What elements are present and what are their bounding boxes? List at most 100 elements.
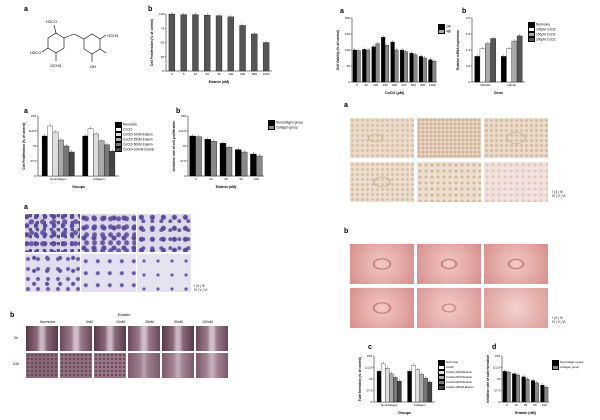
bar xyxy=(192,14,199,72)
bar xyxy=(63,145,70,177)
panel-label-inhibition: b xyxy=(176,108,181,115)
scratch-image xyxy=(162,326,194,351)
x-tick-label: 100 xyxy=(228,72,233,76)
panel-label-scratch: b xyxy=(10,312,15,319)
combo-chart: 0 37.5 75 112.5 150 Noncollagen Collagen Groups… xyxy=(22,114,119,189)
tube-image xyxy=(417,244,481,284)
bar xyxy=(239,25,246,72)
y-tick-label: 37.5 xyxy=(30,159,36,163)
y-tick-label: 1.9 xyxy=(466,32,471,36)
scratch-image xyxy=(128,326,160,351)
scratch-image xyxy=(60,353,92,378)
x-axis-label: Erianin (nM) xyxy=(515,411,537,415)
y-axis-label: Inhibition rate of cell proliferation xyxy=(172,121,176,172)
row-label: 24h xyxy=(13,362,19,366)
legend-item: CoCl2+25nM Erianin xyxy=(438,375,473,380)
bar xyxy=(515,374,521,403)
tube-image xyxy=(484,244,548,284)
y-tick-label: 1.3 xyxy=(466,48,471,52)
x-tick-label: 150 xyxy=(383,83,388,87)
transwell-image xyxy=(137,254,191,292)
y-tick-label: 0 xyxy=(348,80,350,84)
tube-c-chart: 0 37.5 75 112.5 150 Noncollagen CollagenGroups… xyxy=(358,354,435,415)
x-tick-label: 50 xyxy=(240,177,244,181)
transwell-image-grid xyxy=(25,214,191,292)
bar xyxy=(180,14,187,72)
panel-label-combo: a xyxy=(24,108,28,115)
tube-formation-grid-b xyxy=(350,244,548,328)
bar xyxy=(168,13,176,72)
bar xyxy=(82,135,89,177)
bar xyxy=(512,373,517,403)
bar xyxy=(225,147,233,177)
cocl2-legend: 24h 48h xyxy=(438,24,451,34)
x-tick-label: 200 xyxy=(392,83,397,87)
x-tick-label: 0 xyxy=(195,177,197,181)
panel-label-structure: a xyxy=(24,6,28,13)
x-axis-label: Gene xyxy=(494,91,503,95)
group-label: OH xyxy=(90,64,96,69)
legend-item: Normoxia xyxy=(115,122,154,127)
inhibition-legend: Noncollagen group Collagen group xyxy=(268,120,303,130)
row-label: 0h xyxy=(14,336,18,340)
bar xyxy=(415,369,420,403)
legend-item: 24h xyxy=(438,24,451,29)
bar xyxy=(204,139,211,177)
bar xyxy=(210,141,217,177)
bar xyxy=(241,151,248,177)
x-tick-label: 10 xyxy=(194,72,198,76)
column-header: 50nM xyxy=(174,320,183,324)
x-tick-label: 800 xyxy=(420,83,425,87)
panel-label-viability: b xyxy=(148,6,153,13)
bar xyxy=(427,381,433,403)
bar xyxy=(104,144,110,177)
bar xyxy=(219,143,227,177)
bar xyxy=(409,53,414,83)
bar xyxy=(41,135,48,177)
y-tick-label: 0 xyxy=(370,400,372,404)
column-header: 25nM xyxy=(145,320,154,324)
bar xyxy=(189,135,196,177)
bar xyxy=(251,33,258,72)
mrna-legend: Normoxia 100μM CoCl2 150μM CoCl2 200μM C… xyxy=(528,22,556,42)
bar xyxy=(375,43,380,83)
x-axis-label: Groups xyxy=(72,185,85,189)
bar xyxy=(58,139,64,177)
x-tick-label: 10 xyxy=(209,177,213,181)
x-tick-label: 100 xyxy=(254,177,259,181)
y-tick-label: 150 xyxy=(367,354,372,358)
legend-item: CoCl2+50nM Erianin xyxy=(115,142,154,147)
legend-item: Noncollagen group xyxy=(268,120,303,125)
y-tick-label: 0 xyxy=(34,174,36,178)
legend-item: Normoxia xyxy=(528,22,556,27)
x-axis-label: CoCl2 (μM) xyxy=(385,91,405,95)
bar xyxy=(502,371,507,403)
panel-label-tube-a: a xyxy=(344,102,348,109)
x-tick-label: 300 xyxy=(401,83,406,87)
bar xyxy=(530,380,536,403)
bar xyxy=(376,371,382,403)
tube-d-legend: Noncollagen group Collagen group xyxy=(552,360,583,370)
legend-item: Noncollagen group xyxy=(552,360,583,365)
bar xyxy=(93,133,99,177)
bar xyxy=(432,61,437,83)
y-tick-label: 0 xyxy=(468,80,470,84)
cocl2-time-chart: 0 50 100 150 200 0 50 100 150 200 300 500 800 1000 CoC… xyxy=(336,16,437,95)
tube-image xyxy=(417,288,481,328)
y-tick-label: 0.6 xyxy=(466,64,471,68)
y-tick-label: 50 xyxy=(161,41,165,45)
scratch-image xyxy=(94,353,126,378)
bar xyxy=(366,49,371,83)
bar xyxy=(411,365,416,403)
bar xyxy=(262,42,270,72)
x-tick-label: 5 xyxy=(183,72,185,76)
transwell-index: I | II | III IV | V | VI xyxy=(194,284,208,292)
bar xyxy=(384,45,389,83)
chemical-structure-diagram: H3CO H3CO OCH3 OCH3 OH xyxy=(30,19,119,69)
bar xyxy=(381,37,386,83)
x-tick-label: 500 xyxy=(252,72,257,76)
bar xyxy=(87,128,94,177)
legend-item: CoCl2+10nM Erianin xyxy=(438,370,473,375)
legend-item: CoCl2+10nM Erianin xyxy=(115,132,154,137)
column-header: 0nM xyxy=(86,320,93,324)
